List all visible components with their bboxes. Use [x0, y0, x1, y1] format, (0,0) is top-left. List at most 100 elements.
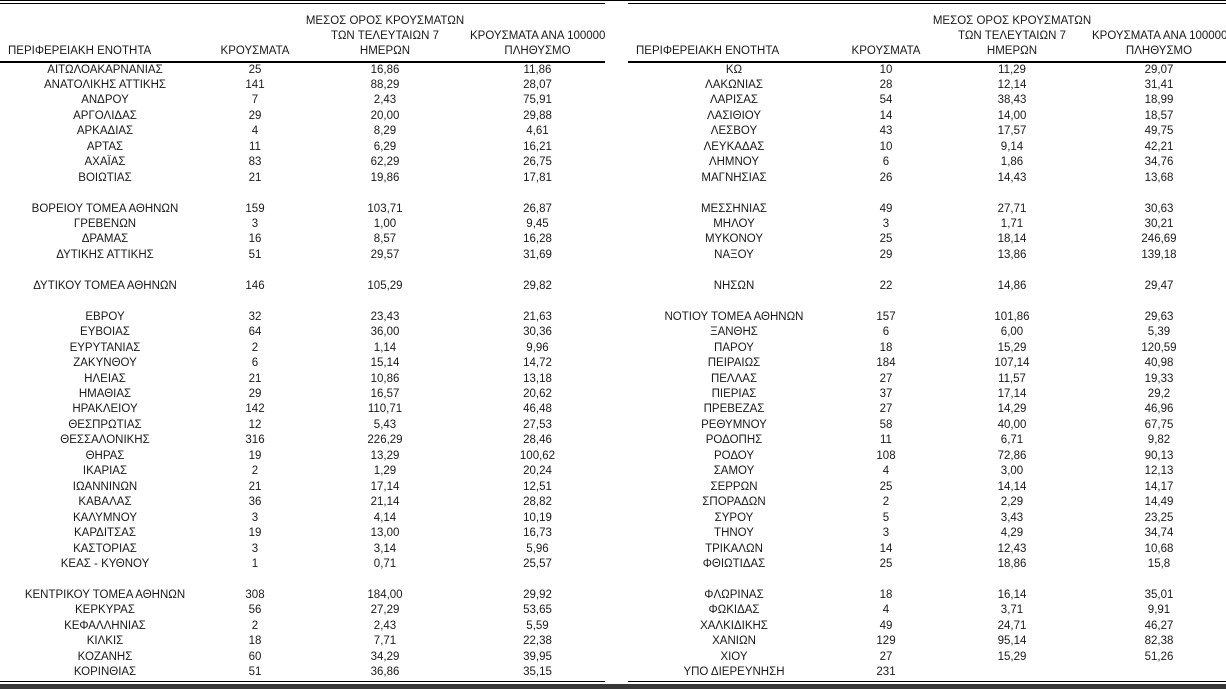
region-cell: ΠΙΕΡΙΑΣ — [711, 388, 757, 401]
per100k-cell: 5,59 — [526, 619, 549, 632]
table-row: ΚΕΦΑΛΛΗΝΙΑΣ 2 2,43 5,59 — [0, 619, 605, 634]
per100k-cell: 10,19 — [523, 511, 552, 524]
per100k-cell: 90,13 — [1144, 449, 1174, 462]
region-cell: ΚΑΛΥΜΝΟΥ — [73, 511, 137, 524]
avg7-cell: 17,14 — [370, 480, 400, 493]
per100k-cell: 34,74 — [1144, 527, 1174, 540]
avg7-cell: 11,29 — [998, 63, 1026, 76]
avg7-cell: 0,71 — [373, 558, 397, 570]
per100k-cell: 16,21 — [523, 140, 552, 153]
avg7-cell: 38,43 — [997, 94, 1027, 107]
cases-cell: 58 — [879, 418, 893, 431]
cases-cell: 22 — [879, 279, 893, 292]
region-cell: ΤΗΝΟΥ — [714, 527, 754, 540]
avg7-cell: 11,57 — [998, 372, 1026, 385]
col-header-cases: ΚΡΟΥΣΜΑΤΑ — [220, 44, 290, 57]
per100k-cell: 16,73 — [523, 527, 552, 540]
cases-cell: 3 — [251, 218, 259, 231]
per100k-cell — [1092, 572, 1226, 587]
avg7-cell: 6,00 — [1000, 326, 1024, 339]
avg7-cell: 17,57 — [997, 125, 1027, 138]
cases-cell: 1 — [251, 558, 259, 570]
table-row: ΚΕΑΣ - ΚΥΘΝΟΥ 1 0,71 25,57 — [0, 557, 605, 572]
cases-cell: 21 — [248, 372, 262, 385]
table-header: ΠΕΡΙΦΕΡΕΙΑΚΗ ΕΝΟΤΗΤΑ ΚΡΟΥΣΜΑΤΑ ΜΕΣΟΣ ΟΡΟ… — [628, 4, 1226, 62]
avg7-cell: 5,43 — [373, 418, 397, 431]
table-row: ΚΩ 10 11,29 29,07 — [628, 62, 1226, 78]
region-cell: ΑΡΓΟΛΙΔΑΣ — [73, 109, 137, 122]
avg7-cell: 12,14 — [997, 78, 1027, 91]
avg7-cell: 36,86 — [370, 666, 400, 679]
avg7-cell: 40,00 — [997, 418, 1027, 431]
avg7-cell: 1,14 — [373, 341, 397, 354]
cases-cell — [210, 572, 300, 587]
bottom-rule — [0, 684, 1226, 689]
table-row: ΚΑΡΔΙΤΣΑΣ 19 13,00 16,73 — [0, 526, 605, 541]
cases-cell: 21 — [248, 171, 262, 184]
table-body: ΚΩ 10 11,29 29,07 ΛΑΚΩΝΙΑΣ 28 12,14 31,41 ΛΑΡΙΣΑ… — [628, 62, 1226, 682]
per100k-cell — [470, 572, 605, 587]
region-cell: ΝΑΞΟΥ — [714, 248, 754, 261]
per100k-cell: 29,07 — [1144, 63, 1174, 76]
region-cell: ΔΥΤΙΚΗΣ ΑΤΤΙΚΗΣ — [56, 248, 154, 261]
per100k-cell — [470, 186, 605, 201]
region-cell: ΧΙΟΥ — [720, 650, 748, 663]
per100k-cell: 25,57 — [523, 558, 552, 570]
region-cell — [0, 186, 210, 201]
cases-table-left: ΠΕΡΙΦΕΡΕΙΑΚΗ ΕΝΟΤΗΤΑ ΚΡΟΥΣΜΑΤΑ ΜΕΣΟΣ ΟΡΟ… — [0, 3, 605, 682]
avg7-cell — [300, 294, 470, 309]
table-row: ΜΑΓΝΗΣΙΑΣ 26 14,43 13,68 — [628, 171, 1226, 186]
avg7-cell: 3,00 — [1000, 465, 1024, 478]
table-row: ΜΕΣΣΗΝΙΑΣ 49 27,71 30,63 — [628, 202, 1226, 217]
cases-cell: 108 — [876, 449, 896, 462]
table-row: ΑΡΓΟΛΙΔΑΣ 29 20,00 29,88 — [0, 109, 605, 124]
spacer-row — [628, 186, 1226, 201]
avg7-cell: 4,14 — [373, 511, 397, 524]
avg7-cell: 13,00 — [370, 527, 400, 540]
cases-cell: 3 — [882, 218, 890, 231]
avg7-cell — [932, 263, 1092, 278]
table-row: ΑΧΑΪΑΣ 83 62,29 26,75 — [0, 155, 605, 170]
cases-cell: 129 — [876, 635, 896, 648]
region-cell: ΚΩ — [725, 63, 743, 76]
table-row: ΚΕΡΚΥΡΑΣ 56 27,29 53,65 — [0, 603, 605, 618]
cases-cell: 308 — [245, 588, 265, 601]
cases-cell — [840, 572, 932, 587]
region-cell: ΜΗΛΟΥ — [713, 218, 755, 231]
region-cell: ΡΕΘΥΜΝΟΥ — [701, 418, 767, 431]
table-row: ΠΕΙΡΑΙΩΣ 184 107,14 40,98 — [628, 356, 1226, 371]
header-row: ΠΕΡΙΦΕΡΕΙΑΚΗ ΕΝΟΤΗΤΑ ΚΡΟΥΣΜΑΤΑ ΜΕΣΟΣ ΟΡΟ… — [628, 4, 1226, 62]
avg7-cell: 23,43 — [370, 310, 400, 323]
avg7-cell: 1,29 — [373, 465, 397, 478]
cases-cell: 10 — [879, 140, 893, 153]
table-row: ΝΟΤΙΟΥ ΤΟΜΕΑ ΑΘΗΝΩΝ 157 101,86 29,63 — [628, 310, 1226, 325]
avg7-cell: 29,57 — [370, 248, 400, 261]
table-row: ΚΕΝΤΡΙΚΟΥ ΤΟΜΕΑ ΑΘΗΝΩΝ 308 184,00 29,92 — [0, 588, 605, 603]
col-header-cases: ΚΡΟΥΣΜΑΤΑ — [851, 44, 921, 57]
avg7-cell: 184,00 — [367, 588, 403, 601]
cases-cell: 7 — [251, 94, 259, 107]
cases-cell: 60 — [248, 650, 262, 663]
cases-cell: 25 — [248, 63, 262, 76]
region-cell: ΘΕΣΣΑΛΟΝΙΚΗΣ — [60, 434, 150, 447]
per100k-cell: 10,68 — [1144, 542, 1174, 555]
table-row: ΝΗΣΩΝ 22 14,86 29,47 — [628, 279, 1226, 294]
avg7-cell: 16,57 — [370, 388, 400, 401]
region-cell: ΚΕΑΣ - ΚΥΘΝΟΥ — [60, 558, 150, 570]
table-body: ΑΙΤΩΛΟΑΚΑΡΝΑΝΙΑΣ 25 16,86 11,86 ΑΝΑΤΟΛΙΚΗΣ Α… — [0, 62, 605, 682]
region-cell: ΡΟΔΟΠΗΣ — [705, 434, 763, 447]
region-cell: ΓΡΕΒΕΝΩΝ — [73, 218, 137, 231]
avg7-cell: 12,43 — [997, 542, 1027, 555]
region-cell: ΡΟΔΟΥ — [713, 449, 755, 462]
per100k-cell: 26,75 — [523, 156, 552, 169]
avg7-cell: 101,86 — [994, 310, 1030, 323]
avg7-cell: 14,29 — [997, 403, 1027, 416]
cases-cell: 29 — [248, 388, 262, 401]
col-header-region: ΠΕΡΙΦΕΡΕΙΑΚΗ ΕΝΟΤΗΤΑ — [8, 44, 152, 57]
cases-cell: 6 — [251, 357, 259, 370]
col-header-avg7: ΜΕΣΟΣ ΟΡΟΣ ΚΡΟΥΣΜΑΤΩΝ ΤΩΝ ΤΕΛΕΥΤΑΙΩΝ 7 Η… — [305, 14, 465, 57]
region-cell: ΛΑΚΩΝΙΑΣ — [705, 78, 763, 91]
table-row: ΦΘΙΩΤΙΔΑΣ 25 18,86 15,8 — [628, 557, 1226, 572]
per100k-cell: 29,63 — [1144, 310, 1174, 323]
region-cell: ΚΑΡΔΙΤΣΑΣ — [74, 527, 136, 540]
